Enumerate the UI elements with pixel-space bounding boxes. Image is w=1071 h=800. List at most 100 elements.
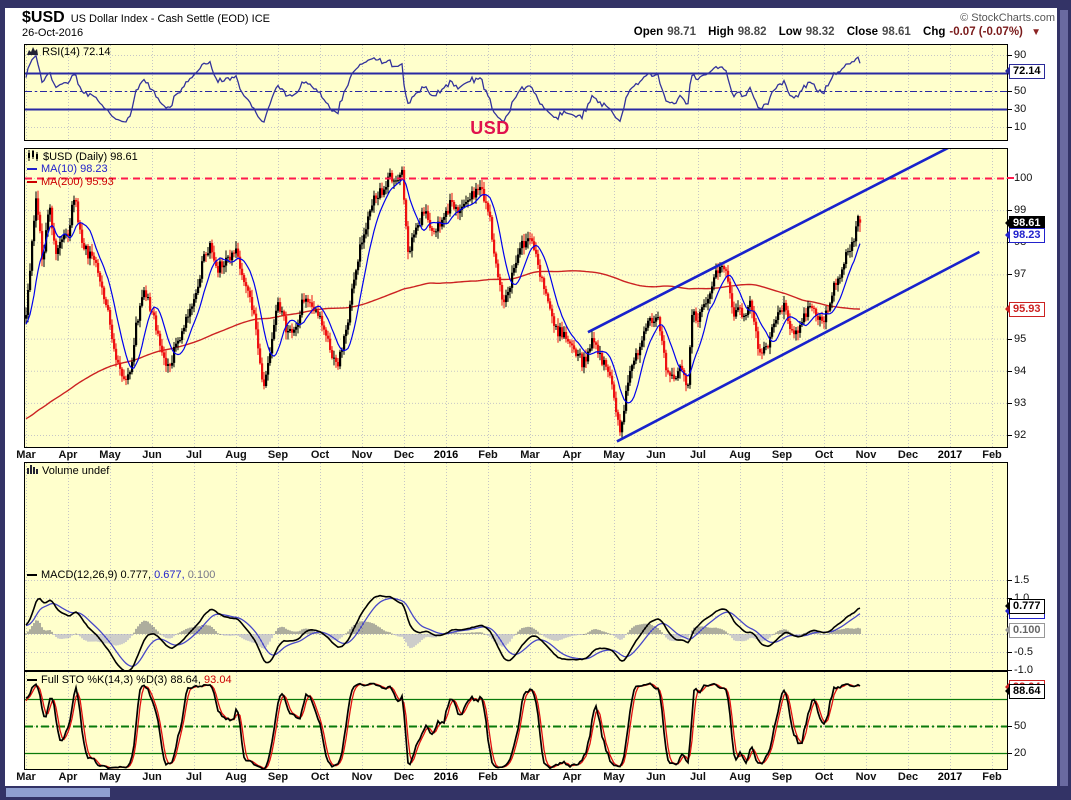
volume-label: Volume undef [42, 465, 110, 477]
axis-callout: 98.61 [1005, 215, 1045, 231]
open-value: 98.71 [667, 26, 696, 38]
high-label: High [708, 26, 734, 38]
x-axis-month-label: Jun [142, 449, 162, 461]
usd-annotation: USD [470, 118, 510, 138]
ma200-label: MA(200) 95.93 [41, 176, 114, 188]
sto-d-value: 93.04 [204, 674, 232, 686]
x-axis-month-label: Oct [814, 449, 834, 461]
y-axis-tick-label: 97 [1006, 268, 1027, 281]
line-swatch-icon [27, 168, 37, 171]
scrollbar-horizontal[interactable] [6, 788, 110, 797]
x-axis-month-label: 2017 [937, 771, 963, 783]
close-label: Close [846, 26, 879, 38]
x-axis-month-label: Nov [855, 449, 877, 461]
ma10-label-row: MA(10) 98.23 [27, 163, 108, 175]
axis-callout: 0.777 [1005, 598, 1045, 614]
axis-callout: 98.23 [1005, 227, 1045, 243]
y-axis-tick-label: -1.0 [1007, 664, 1033, 676]
y-axis-tick-label: 1.5 [1006, 574, 1030, 586]
y-axis-tick-label: 50 [1006, 85, 1027, 97]
y-axis-tick-label: 95 [1006, 332, 1027, 345]
rsi-label: RSI(14) 72.14 [42, 46, 111, 58]
line-swatch-icon [27, 181, 37, 184]
x-axis-month-label: Mar [520, 771, 540, 783]
macd-signal-value: 0.677, [154, 569, 185, 581]
macd-hist-value: 0.100 [187, 569, 216, 581]
x-axis-month-label: Sep [771, 449, 793, 461]
x-axis-month-label: Nov [855, 771, 877, 783]
x-axis-month-label: May [99, 449, 121, 461]
x-axis-month-label: Nov [351, 771, 373, 783]
x-axis-month-label: 2016 [433, 449, 459, 461]
chg-label: Chg [923, 26, 946, 38]
high-value: 98.82 [737, 26, 767, 38]
chart-date: 26-Oct-2016 [22, 27, 84, 39]
stochastics-chart-canvas [25, 672, 1007, 769]
candlestick-icon [27, 150, 39, 164]
line-swatch-icon [27, 574, 37, 577]
x-axis-month-label: Dec [393, 771, 415, 783]
x-axis-month-label: May [603, 771, 625, 783]
axis-callout: 72.14 [1005, 64, 1045, 80]
x-axis-month-label: Jul [186, 449, 202, 461]
x-axis-month-label: Aug [729, 771, 751, 783]
sto-label-row: Full STO %K(14,3) %D(3) 88.64, 93.04 [27, 674, 232, 686]
x-axis-month-label: Feb [982, 449, 1002, 461]
macd-chart-canvas [25, 463, 1007, 670]
x-axis-month-label: Aug [225, 771, 247, 783]
x-axis-month-label: Sep [771, 771, 793, 783]
close-value: 98.61 [882, 26, 911, 38]
x-axis-month-label: Apr [58, 771, 78, 783]
x-axis-month-label: Dec [897, 771, 919, 783]
x-axis-month-label: Jul [186, 771, 202, 783]
axis-callout: 0.100 [1005, 623, 1045, 639]
x-axis-month-label: May [99, 771, 121, 783]
rsi-label-row: RSI(14) 72.14 [27, 46, 110, 58]
macd-label-row: MACD(12,26,9) 0.777, 0.677, 0.100 [27, 569, 215, 581]
x-axis-month-label: Feb [478, 449, 498, 461]
x-axis-month-label: Jun [646, 771, 666, 783]
x-axis-month-label: Oct [310, 771, 330, 783]
y-axis-tick-label: 10 [1006, 121, 1027, 133]
ma200-label-row: MA(200) 95.93 [27, 176, 114, 188]
x-axis-month-label: Sep [267, 449, 289, 461]
y-axis-tick-label: 93 [1006, 396, 1027, 409]
x-axis-month-label: Apr [562, 771, 582, 783]
instrument-name: US Dollar Index - Cash Settle (EOD) ICE [70, 13, 270, 25]
x-axis-month-label: Mar [16, 771, 36, 783]
price-label-row: $USD (Daily) 98.61 [27, 150, 138, 164]
x-axis-month-label: Dec [393, 449, 415, 461]
x-axis-month-label: Mar [16, 449, 36, 461]
y-axis-tick-label: 90 [1006, 49, 1027, 61]
x-axis-month-label: Jul [690, 449, 706, 461]
y-axis-tick-label: 100 [1006, 172, 1033, 184]
x-axis-month-label: Feb [982, 771, 1002, 783]
x-axis-month-label: Mar [520, 449, 540, 461]
price-chart-canvas [25, 149, 1007, 447]
y-axis-tick-label: 30 [1006, 103, 1027, 115]
x-axis-month-label: Oct [310, 449, 330, 461]
x-axis-month-label: Aug [729, 449, 751, 461]
x-axis-month-label: Dec [897, 449, 919, 461]
volume-label-row: Volume undef [27, 465, 109, 477]
x-axis-month-label: May [603, 449, 625, 461]
quote-bar: Open 98.71 High 98.82 Low 98.32 Close 98.61 … [625, 26, 1041, 38]
y-axis-tick-label: -0.5 [1007, 646, 1033, 658]
x-axis-month-label: Apr [58, 449, 78, 461]
x-axis-month-label: Oct [814, 771, 834, 783]
x-axis-month-label: 2016 [433, 771, 459, 783]
open-label: Open [633, 26, 664, 38]
chg-dropdown-icon[interactable]: ▼ [1031, 27, 1041, 38]
x-axis-month-label: Aug [225, 449, 247, 461]
low-label: Low [778, 26, 802, 38]
macd-label: MACD(12,26,9) 0.777, [41, 569, 152, 581]
y-axis-tick-label: 99 [1006, 204, 1027, 217]
axis-callout: 88.64 [1005, 684, 1045, 700]
ma10-label: MA(10) 98.23 [41, 163, 108, 175]
y-axis-tick-label: 50 [1006, 720, 1027, 732]
axis-callout: 95.93 [1005, 301, 1045, 317]
x-axis-month-label: Jul [690, 771, 706, 783]
header-title: $USD US Dollar Index - Cash Settle (EOD) … [22, 9, 270, 27]
scrollbar-vertical[interactable] [1060, 10, 1068, 786]
